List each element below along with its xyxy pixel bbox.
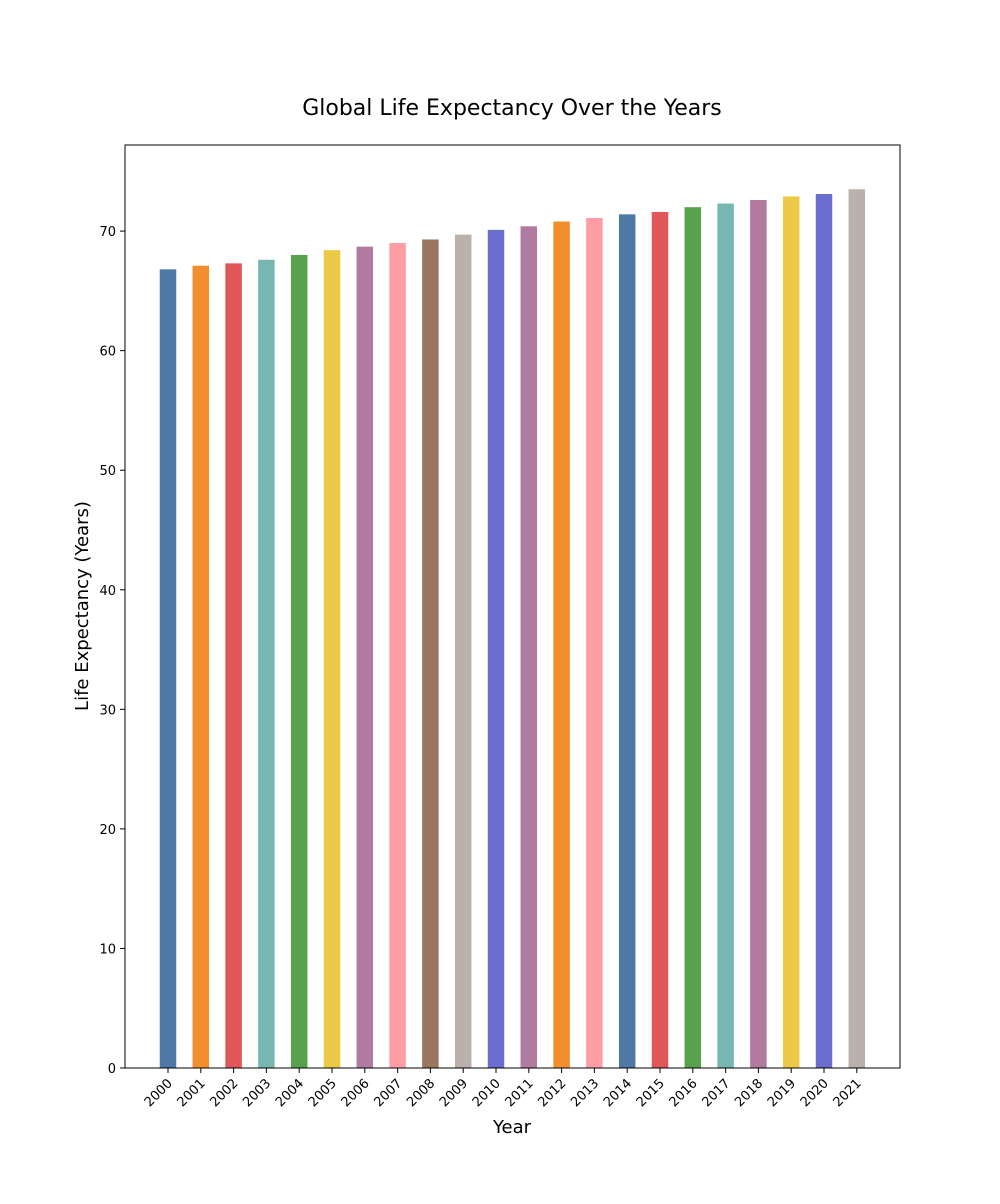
bar-2010 [487, 229, 505, 1068]
bar-2000 [159, 269, 177, 1069]
y-tick-label: 50 [99, 464, 116, 479]
x-tick-label: 2004 [273, 1076, 307, 1110]
chart-title: Global Life Expectancy Over the Years [302, 96, 722, 121]
x-tick-label: 2012 [535, 1076, 569, 1110]
y-tick-label: 20 [99, 823, 116, 838]
x-tick-label: 2014 [601, 1076, 635, 1110]
bar-2020 [815, 194, 833, 1068]
x-axis-ticks: 2000200120022003200420052006200720082009… [142, 1068, 865, 1110]
bar-2001 [192, 265, 210, 1068]
y-tick-label: 10 [99, 942, 116, 957]
plot-frame [124, 144, 901, 1069]
x-tick-label: 2019 [765, 1076, 799, 1110]
y-tick-label: 40 [99, 584, 116, 599]
bar-2014 [618, 214, 636, 1069]
bar-2017 [717, 203, 734, 1068]
x-tick-label: 2008 [404, 1076, 438, 1110]
x-tick-label: 2017 [699, 1076, 733, 1110]
x-tick-label: 2002 [207, 1076, 241, 1110]
x-tick-label: 2011 [503, 1076, 537, 1110]
bar-2002 [225, 263, 242, 1068]
x-tick-label: 2005 [306, 1076, 340, 1110]
bar-2003 [258, 259, 275, 1068]
y-tick-label: 30 [99, 703, 116, 718]
x-tick-label: 2001 [175, 1076, 209, 1110]
x-tick-label: 2003 [240, 1076, 274, 1110]
x-axis-label: Year [492, 1117, 532, 1138]
bar-2016 [684, 207, 702, 1069]
x-tick-label: 2016 [667, 1076, 701, 1110]
x-tick-label: 2010 [470, 1076, 504, 1110]
x-tick-label: 2013 [568, 1076, 602, 1110]
bars [159, 189, 866, 1069]
y-axis-label: Life Expectancy (Years) [72, 501, 93, 711]
bar-2012 [553, 221, 570, 1068]
bar-2019 [782, 196, 800, 1068]
bar-2008 [422, 239, 439, 1068]
bar-2004 [290, 254, 308, 1069]
x-tick-label: 2015 [634, 1076, 668, 1110]
x-tick-label: 2000 [142, 1076, 176, 1110]
bar-2007 [389, 243, 406, 1069]
y-tick-label: 70 [99, 225, 116, 240]
x-tick-label: 2021 [831, 1076, 865, 1110]
y-tick-label: 60 [99, 345, 116, 360]
x-tick-label: 2018 [732, 1076, 766, 1110]
x-tick-label: 2006 [339, 1076, 373, 1110]
x-tick-label: 2007 [371, 1076, 405, 1110]
bar-2011 [520, 226, 538, 1069]
x-tick-label: 2009 [437, 1076, 471, 1110]
bar-2021 [848, 189, 866, 1069]
y-tick-label: 0 [108, 1062, 116, 1077]
bar-2005 [323, 250, 341, 1068]
bar-2013 [586, 217, 603, 1068]
x-tick-label: 2020 [798, 1076, 832, 1110]
bar-2018 [750, 200, 767, 1068]
bar-2006 [356, 246, 374, 1068]
bar-2015 [651, 211, 669, 1068]
y-axis-ticks: 0 10 20 30 40 50 60 70 [99, 225, 125, 1077]
bar-2009 [454, 234, 472, 1069]
